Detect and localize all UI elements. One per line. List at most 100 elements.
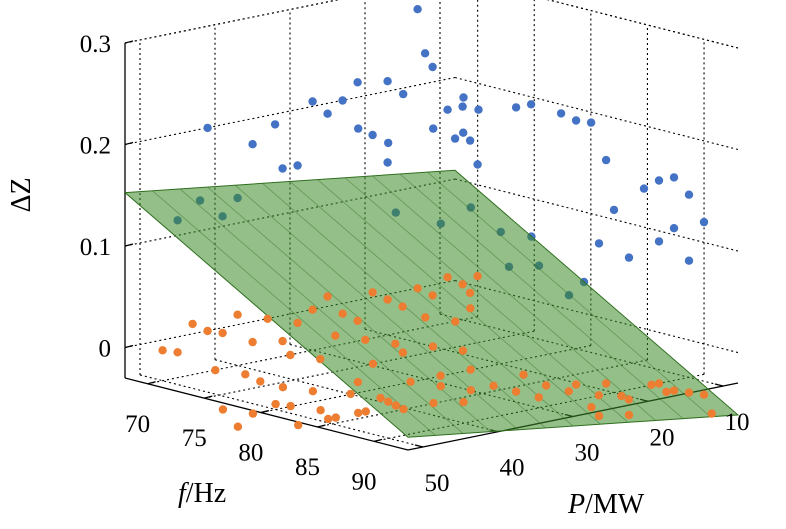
lower-point: [346, 389, 355, 399]
grid-line-z: [124, 0, 340, 44]
lower-point: [519, 370, 528, 379]
lower-point: [293, 318, 302, 328]
p-tick: [414, 444, 424, 448]
upper-point: [511, 103, 521, 112]
f-tick: [204, 395, 213, 399]
lower-point: [429, 398, 438, 408]
lower-point: [684, 388, 694, 397]
lower-point: [662, 387, 671, 397]
lower-point: [354, 408, 363, 418]
lower-point: [413, 284, 422, 293]
p-tick-label: 50: [425, 470, 450, 497]
f-tick-label: 85: [295, 454, 320, 481]
lower-point: [594, 411, 604, 421]
upper-point: [684, 190, 694, 199]
lower-point: [361, 407, 370, 416]
fit-plane-stripe: [207, 186, 491, 432]
lower-point: [361, 335, 370, 344]
upper-point: [399, 89, 408, 99]
lower-point: [383, 295, 392, 304]
lower-point: [617, 391, 626, 401]
grid-line-z: [454, 178, 739, 252]
upper-point: [465, 136, 475, 145]
lower-point: [594, 391, 603, 400]
z-tick-label: 0.3: [80, 31, 111, 58]
fit-plane-stripe: [372, 175, 656, 421]
lower-point: [233, 310, 242, 319]
lower-point: [398, 302, 407, 311]
fit-plane-stripe: [344, 177, 629, 423]
lower-point: [601, 379, 611, 388]
tick-labels: 0 0.1 0.2 0.3 70 75 80 85 90 10 20 30 40 50: [80, 31, 750, 497]
p-tick: [714, 383, 724, 387]
upper-point: [450, 134, 460, 143]
f-tick-label: 90: [352, 468, 377, 495]
upper-point: [669, 173, 679, 182]
lower-point: [294, 420, 303, 430]
lower-point: [421, 313, 430, 322]
lower-point: [324, 414, 333, 424]
lower-point: [654, 379, 664, 388]
grid-line-z: [454, 76, 739, 151]
grid-line-z: [124, 76, 456, 146]
z-axis-label: ΔZ: [6, 177, 37, 212]
upper-point: [459, 93, 468, 102]
f-axis-label: f/Hz: [178, 478, 226, 509]
f-tick: [373, 438, 383, 442]
upper-point: [270, 120, 280, 129]
p-tick-label: 20: [650, 424, 675, 451]
upper-point: [293, 161, 302, 170]
upper-point: [654, 237, 664, 246]
lower-point: [443, 273, 452, 282]
z-tick-label: 0.1: [80, 234, 111, 261]
lower-point: [188, 319, 197, 329]
p-axis-label-unit: /MW: [585, 489, 645, 520]
upper-point: [669, 224, 679, 233]
lower-point: [564, 387, 573, 396]
upper-point: [354, 124, 363, 133]
lower-point: [541, 381, 551, 390]
lower-point: [158, 346, 167, 355]
lower-point: [406, 377, 415, 386]
lower-point: [286, 350, 295, 360]
lower-point: [331, 331, 340, 340]
lower-point: [316, 354, 325, 364]
fit-plane-stripe: [317, 179, 601, 425]
upper-point: [420, 49, 430, 58]
upper-point: [654, 176, 664, 185]
lower-point: [624, 395, 633, 404]
lower-point: [466, 304, 475, 313]
lower-point: [399, 405, 408, 414]
p-tick-label: 40: [500, 455, 525, 482]
lower-point: [248, 409, 258, 418]
lower-point: [316, 406, 325, 415]
lower-point: [466, 386, 475, 395]
fit-plane-stripe: [179, 188, 464, 434]
lower-point: [571, 380, 581, 389]
upper-point: [384, 138, 393, 148]
p-axis-label: P/MW: [567, 489, 645, 520]
upper-point: [526, 100, 536, 109]
upper-point: [459, 128, 468, 137]
lower-point: [624, 410, 634, 420]
grid-line-top: [547, 0, 739, 49]
lower-point: [466, 365, 475, 374]
lower-point: [436, 382, 445, 391]
z-tick-label: 0: [99, 336, 112, 363]
lower-point: [398, 348, 408, 357]
fit-plane: [123, 169, 740, 438]
grid-line-z: [547, 0, 739, 49]
z-tick: [124, 344, 134, 349]
upper-point: [323, 109, 332, 118]
p-tick-label: 30: [575, 440, 600, 467]
upper-point: [203, 123, 212, 133]
upper-point: [474, 105, 483, 114]
upper-point: [594, 239, 604, 248]
lower-point: [587, 403, 596, 412]
f-tick-label: 80: [238, 440, 263, 467]
f-axis-label-var: f: [178, 478, 189, 509]
upper-point: [556, 109, 566, 118]
upper-point: [639, 184, 649, 193]
fit-plane-stripe: [289, 181, 574, 427]
